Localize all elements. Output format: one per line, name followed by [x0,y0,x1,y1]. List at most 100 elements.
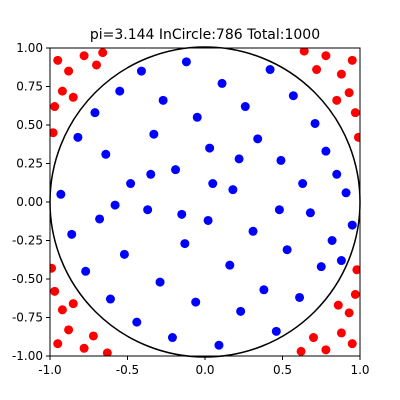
y-tick-label-0: 1.00 [16,41,43,55]
outside-point-11 [312,65,322,75]
in-circle-point-55 [208,179,218,189]
y-tick-label-3: 0.25 [16,157,43,171]
y-tick-label-5: -0.25 [12,234,43,248]
outside-point-29 [299,48,309,56]
in-circle-point-1 [90,108,100,118]
chart-title: pi=3.144 InCircle:786 Total:1000 [90,27,320,43]
in-circle-point-30 [132,317,142,327]
in-circle-point-0 [73,132,83,142]
in-circle-point-20 [310,118,320,128]
in-circle-point-10 [192,112,202,122]
x-axis: -1.0 -0.5 0.0 0.5 1.0 [38,356,370,377]
in-circle-point-26 [81,266,91,276]
outside-point-26 [350,289,360,299]
in-circle-point-51 [234,154,244,164]
in-circle-point-14 [240,102,250,112]
in-circle-point-53 [274,205,284,215]
in-circle-point-15 [253,134,263,144]
outside-point-25 [309,333,318,343]
outside-point-8 [336,69,346,79]
in-circle-point-25 [67,229,77,239]
in-circle-point-38 [225,260,235,270]
outside-point-24 [344,308,354,318]
in-circle-point-9 [181,57,191,67]
in-circle-point-50 [146,169,156,179]
x-tick-label-3: 0.5 [273,363,292,377]
in-circle-point-49 [347,220,357,230]
outside-point-27 [333,300,343,310]
x-tick-label-0: -1.0 [38,363,61,377]
outside-point-19 [50,286,60,296]
outside-point-21 [347,339,357,349]
outside-point-22 [336,328,346,338]
outside-point-32 [50,128,58,138]
in-circle-point-52 [110,200,120,210]
outside-point-17 [57,305,67,315]
in-circle-point-46 [316,262,326,272]
y-axis: 1.00 0.75 0.50 0.25 0.00 -0.25 -0.50 -0.75 -1.00 [12,41,50,363]
in-circle-point-39 [236,306,246,316]
points-layer [50,48,360,356]
outside-point-33 [353,132,360,142]
outside-point-3 [57,86,67,96]
outside-point-18 [88,331,98,341]
outside-point-9 [321,51,331,61]
in-circle-point-28 [105,294,115,304]
y-tick-label-1: 0.75 [16,80,43,94]
outside-point-13 [332,95,342,105]
y-tick-label-6: -0.50 [12,272,43,286]
in-circle-point-43 [282,245,292,255]
in-circle-point-24 [56,189,66,199]
outside-point-34 [50,263,57,273]
outside-point-30 [102,348,112,356]
in-circle-point-22 [332,169,342,179]
in-circle-point-45 [305,208,315,218]
in-circle-point-18 [288,91,298,101]
in-circle-point-54 [177,209,187,219]
in-circle-point-7 [158,95,168,105]
in-circle-point-11 [205,143,215,153]
in-circle-point-23 [341,188,351,198]
in-circle-point-8 [171,165,181,175]
outside-point-1 [64,66,74,76]
in-circle-point-19 [298,179,308,189]
outside-point-6 [68,92,78,102]
in-circle-point-44 [295,292,305,302]
in-circle-point-37 [214,340,224,350]
outside-point-2 [79,51,89,61]
y-tick-label-7: -0.75 [12,311,43,325]
in-circle-point-5 [136,66,146,76]
outside-point-15 [64,325,74,335]
outside-point-35 [352,265,360,275]
in-circle-point-48 [336,256,346,266]
y-tick-label-4: 0.00 [16,195,43,209]
x-tick-label-1: -0.5 [116,363,139,377]
outside-point-4 [92,60,101,70]
y-tick-label-8: -1.00 [12,349,43,363]
in-circle-point-4 [126,179,136,189]
x-tick-label-4: 1.0 [350,363,369,377]
in-circle-point-33 [167,333,177,343]
y-tick-label-2: 0.50 [16,118,43,132]
in-circle-point-2 [101,149,111,159]
in-circle-point-34 [180,239,190,249]
in-circle-point-35 [191,297,201,307]
in-circle-point-16 [265,65,275,75]
in-circle-point-40 [248,226,258,236]
in-circle-point-17 [276,155,286,165]
outside-point-0 [53,55,63,65]
outside-point-12 [350,108,360,118]
outside-point-7 [347,55,357,65]
in-circle-point-32 [155,277,165,287]
in-circle-point-21 [321,146,331,156]
in-circle-point-13 [228,185,238,195]
x-tick-label-2: 0.0 [195,363,214,377]
in-circle-point-36 [203,215,213,225]
outside-point-20 [68,299,78,309]
outside-point-23 [321,345,331,355]
in-circle-point-12 [217,78,227,88]
in-circle-point-42 [271,326,281,336]
in-circle-point-41 [259,285,269,295]
in-circle-point-29 [119,249,129,259]
